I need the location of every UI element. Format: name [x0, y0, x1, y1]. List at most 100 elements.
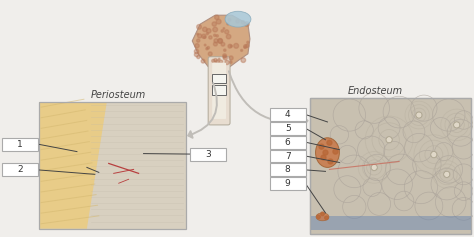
Circle shape [223, 54, 227, 58]
Text: 4: 4 [285, 110, 291, 119]
Ellipse shape [225, 11, 251, 27]
FancyBboxPatch shape [212, 63, 226, 119]
Text: 7: 7 [285, 151, 291, 160]
Circle shape [230, 61, 232, 63]
Circle shape [221, 42, 225, 46]
Circle shape [454, 122, 460, 128]
Circle shape [213, 27, 218, 32]
Circle shape [197, 25, 201, 29]
Circle shape [416, 112, 422, 118]
FancyBboxPatch shape [2, 164, 38, 176]
Bar [39, 102, 186, 229]
Circle shape [227, 23, 229, 25]
Circle shape [234, 43, 238, 48]
Circle shape [323, 150, 328, 155]
Circle shape [386, 137, 392, 143]
Circle shape [197, 33, 199, 35]
Circle shape [221, 30, 224, 32]
Circle shape [228, 44, 232, 48]
Circle shape [206, 48, 208, 50]
Circle shape [219, 60, 223, 64]
Circle shape [225, 60, 229, 64]
Circle shape [207, 46, 210, 49]
Circle shape [246, 44, 249, 47]
Circle shape [195, 44, 199, 48]
Circle shape [224, 49, 226, 51]
Text: Endosteum: Endosteum [347, 86, 402, 96]
Circle shape [194, 52, 199, 57]
Text: 6: 6 [285, 138, 291, 147]
Ellipse shape [316, 213, 329, 221]
Text: 8: 8 [285, 165, 291, 174]
Circle shape [216, 60, 219, 64]
Circle shape [218, 58, 220, 60]
Circle shape [203, 36, 206, 38]
Circle shape [223, 56, 228, 60]
Circle shape [198, 34, 202, 38]
Circle shape [212, 59, 215, 63]
Circle shape [317, 215, 320, 219]
Text: 5: 5 [285, 124, 291, 133]
Circle shape [209, 36, 212, 39]
FancyBboxPatch shape [270, 136, 306, 149]
FancyBboxPatch shape [270, 150, 306, 163]
Text: 1: 1 [18, 140, 23, 149]
Circle shape [223, 28, 225, 29]
Text: 3: 3 [205, 150, 211, 159]
Polygon shape [192, 15, 250, 67]
Polygon shape [39, 102, 107, 229]
FancyBboxPatch shape [2, 138, 38, 151]
Circle shape [225, 30, 229, 34]
Circle shape [371, 164, 377, 170]
Circle shape [321, 155, 326, 160]
Circle shape [247, 41, 249, 43]
Circle shape [216, 35, 219, 37]
Circle shape [319, 144, 324, 149]
Circle shape [201, 59, 205, 63]
Circle shape [228, 18, 231, 21]
Circle shape [229, 56, 233, 60]
Circle shape [212, 22, 217, 26]
Bar [310, 98, 471, 234]
Circle shape [244, 46, 246, 48]
Circle shape [444, 171, 450, 177]
Text: 2: 2 [18, 165, 23, 174]
Circle shape [204, 44, 206, 46]
FancyBboxPatch shape [270, 122, 306, 135]
Circle shape [214, 34, 216, 36]
Text: 9: 9 [285, 179, 291, 188]
Circle shape [241, 21, 245, 24]
Ellipse shape [316, 138, 339, 167]
Bar [212, 73, 226, 83]
Circle shape [236, 20, 239, 23]
Circle shape [206, 33, 209, 35]
Circle shape [214, 39, 218, 43]
FancyBboxPatch shape [270, 108, 306, 121]
Circle shape [197, 39, 200, 42]
FancyBboxPatch shape [208, 57, 230, 125]
Circle shape [230, 45, 232, 47]
Circle shape [216, 19, 221, 24]
Circle shape [325, 216, 328, 220]
Circle shape [201, 34, 206, 38]
FancyBboxPatch shape [190, 148, 226, 160]
Circle shape [321, 212, 324, 216]
Bar [212, 85, 226, 95]
Circle shape [215, 15, 219, 20]
Circle shape [218, 38, 223, 43]
Text: Periosteum: Periosteum [91, 90, 146, 100]
Bar [310, 216, 471, 230]
Circle shape [218, 39, 222, 43]
Bar [310, 98, 471, 234]
Circle shape [207, 29, 211, 33]
Circle shape [226, 34, 231, 39]
Bar [39, 102, 186, 229]
Circle shape [202, 27, 207, 32]
Circle shape [214, 59, 217, 62]
Circle shape [328, 159, 333, 164]
Circle shape [327, 140, 332, 145]
Circle shape [197, 55, 200, 59]
Circle shape [241, 58, 246, 63]
Circle shape [194, 49, 199, 54]
Circle shape [431, 152, 437, 158]
